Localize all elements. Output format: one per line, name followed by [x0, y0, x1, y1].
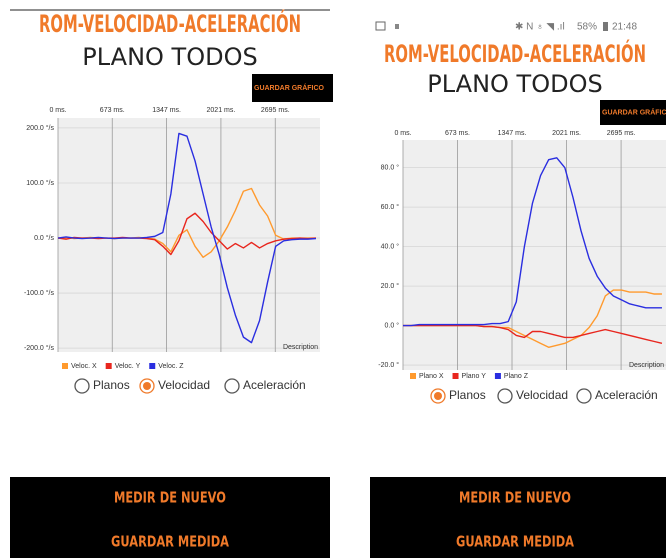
- radio-button[interactable]: [74, 378, 90, 394]
- y-tick-label: 0.0 °: [385, 321, 400, 329]
- legend-label: Plano Y: [462, 373, 487, 380]
- legend-label: Veloc. X: [71, 363, 97, 370]
- legend-swatch: [410, 373, 416, 379]
- status-bar: ✱ N ♁ ◥ .ıl 58% 21:48: [375, 21, 637, 33]
- y-tick-label: 60.0 °: [381, 203, 400, 211]
- radio-button[interactable]: [224, 378, 240, 394]
- legend-swatch: [62, 363, 68, 369]
- radio-label: Velocidad: [516, 388, 568, 402]
- y-tick-label: -20.0 °: [378, 361, 399, 369]
- x-tick-label: 0 ms.: [49, 107, 66, 114]
- save-chart-button[interactable]: GUARDAR GRÁFICO: [600, 100, 666, 125]
- legend-label: Plano X: [419, 373, 444, 380]
- data-line: [57, 212, 317, 256]
- chart-description: Description: [629, 362, 664, 369]
- button-bg: [600, 100, 666, 125]
- y-tick-label: 40.0 °: [381, 242, 400, 250]
- button-label: GUARDAR GRÁFICO: [602, 107, 666, 116]
- status-icon: [375, 21, 386, 31]
- legend-swatch: [494, 373, 501, 379]
- radio-label: Planos: [449, 388, 486, 402]
- save-chart-button[interactable]: GUARDAR GRÁFICO: [252, 74, 336, 102]
- status-icon: [395, 24, 399, 29]
- x-tick-label: 1347 ms.: [152, 107, 181, 114]
- radio-group[interactable]: Planos Velocidad Aceleración: [74, 378, 306, 394]
- x-tick-label: 2021 ms.: [207, 107, 236, 114]
- radio-group[interactable]: Planos Velocidad Aceleración: [430, 388, 658, 404]
- status-icons: ✱ N ♁ ◥ .ıl: [515, 22, 565, 33]
- y-tick-label: 20.0 °: [381, 282, 400, 290]
- x-tick-label: 2695 ms.: [607, 130, 636, 137]
- x-tick-label: 2695 ms.: [261, 107, 290, 114]
- data-line: [57, 132, 317, 344]
- y-tick-label: 100.0 °/s: [26, 179, 54, 187]
- legend-swatch: [452, 373, 459, 379]
- chart-description: Description: [283, 344, 318, 351]
- clock: 21:48: [612, 22, 637, 33]
- legend-swatch: [105, 363, 112, 369]
- phone-screen: ROM-VELOCIDAD-ACELERACIÓN PLANO TODOS GUAR…: [10, 8, 336, 558]
- radio-label: Velocidad: [158, 378, 210, 392]
- legend-label: Plano Z: [504, 373, 529, 380]
- button-bg: [252, 74, 333, 102]
- y-tick-label: 200.0 °/s: [26, 124, 54, 132]
- app-title: ROM-VELOCIDAD-ACELERACIÓN: [384, 38, 646, 68]
- button-label: GUARDAR GRÁFICO: [254, 83, 325, 92]
- radio-label: Planos: [93, 378, 130, 392]
- button-panel: [10, 477, 330, 558]
- radio-label: Aceleración: [243, 378, 306, 392]
- data-line: [403, 157, 662, 327]
- app-title: ROM-VELOCIDAD-ACELERACIÓN: [39, 8, 301, 38]
- y-tick-label: -100.0 °/s: [24, 289, 55, 297]
- x-tick-label: 2021 ms.: [552, 130, 581, 137]
- y-tick-label: -200.0 °/s: [24, 344, 55, 352]
- x-tick-label: 673 ms.: [100, 107, 125, 114]
- action-button[interactable]: MEDIR DE NUEVO: [459, 489, 571, 507]
- y-tick-label: 80.0 °: [381, 163, 400, 171]
- radio-label: Aceleración: [595, 388, 658, 402]
- battery-text: 58%: [577, 22, 597, 33]
- plot-area: [403, 140, 666, 370]
- action-button[interactable]: GUARDAR MEDIDA: [456, 533, 574, 551]
- battery-icon: [603, 22, 608, 31]
- legend-label: Veloc. Z: [158, 363, 184, 370]
- x-tick-label: 0 ms.: [394, 130, 411, 137]
- radio-button[interactable]: [576, 388, 592, 404]
- radio-dot: [143, 382, 151, 390]
- data-line: [403, 324, 663, 345]
- y-tick-label: 0.0 °/s: [34, 234, 54, 242]
- x-tick-label: 673 ms.: [445, 130, 470, 137]
- legend-swatch: [149, 363, 156, 369]
- action-button[interactable]: GUARDAR MEDIDA: [111, 533, 229, 551]
- plane-title: PLANO TODOS: [82, 43, 257, 71]
- button-panel: [370, 477, 666, 558]
- plane-title: PLANO TODOS: [427, 70, 602, 98]
- radio-dot: [434, 392, 442, 400]
- legend-label: Veloc. Y: [115, 363, 141, 370]
- radio-button[interactable]: [497, 388, 513, 404]
- action-button[interactable]: MEDIR DE NUEVO: [114, 489, 226, 507]
- x-tick-label: 1347 ms.: [498, 130, 527, 137]
